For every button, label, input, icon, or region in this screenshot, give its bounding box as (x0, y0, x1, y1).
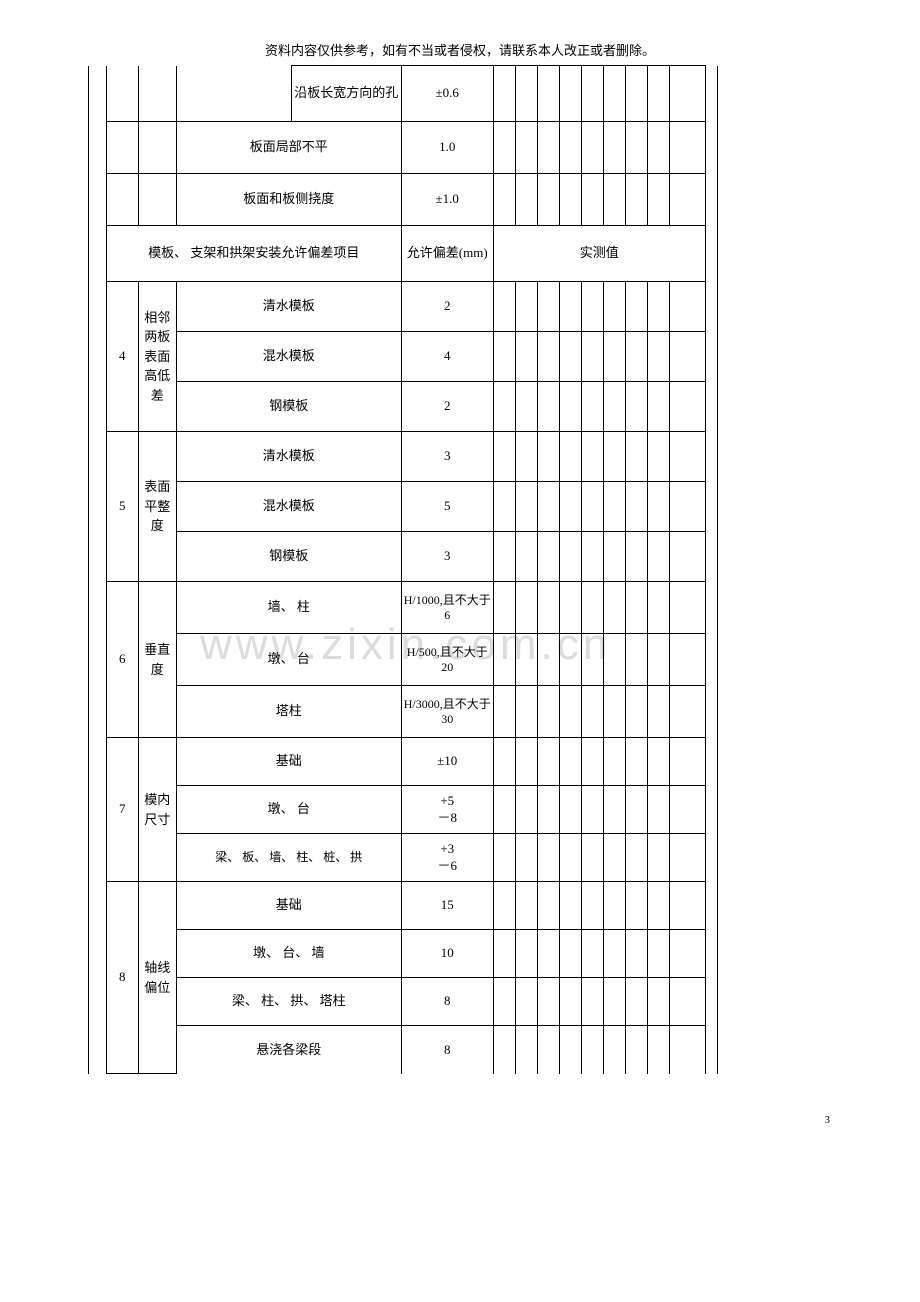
item-tol: 3 (401, 432, 493, 482)
item-tol: 2 (401, 382, 493, 432)
group-cat: 垂直度 (138, 582, 176, 738)
item-tol: H/500,且不大于20 (401, 634, 493, 686)
item-tol: ±10 (401, 738, 493, 786)
row-tol: 1.0 (401, 122, 493, 174)
row-desc: 板面局部不平 (176, 122, 401, 174)
deviation-table: 沿板长宽方向的孔 ±0.6 板面局部不平 1.0 板面和板侧挠度 ±1.0 模板… (88, 65, 833, 1074)
item-desc: 基础 (176, 738, 401, 786)
item-tol: H/1000,且不大于6 (401, 582, 493, 634)
item-desc: 清水模板 (176, 282, 401, 332)
row-desc: 沿板长宽方向的孔 (291, 66, 401, 122)
item-desc: 梁、 板、 墙、 柱、 桩、 拱 (176, 834, 401, 882)
item-tol: 10 (401, 930, 493, 978)
item-tol: H/3000,且不大于30 (401, 686, 493, 738)
measured-label: 实测值 (493, 226, 705, 282)
item-desc: 钢模板 (176, 532, 401, 582)
item-desc: 墩、 台 (176, 634, 401, 686)
group-idx: 4 (106, 282, 138, 432)
group-idx: 5 (106, 432, 138, 582)
group-cat: 轴线偏位 (138, 882, 176, 1074)
item-tol: 15 (401, 882, 493, 930)
item-desc: 清水模板 (176, 432, 401, 482)
header-note: 资料内容仅供参考，如有不当或者侵权，请联系本人改正或者删除。 (0, 40, 920, 59)
item-tol: 8 (401, 1026, 493, 1074)
item-tol: 3 (401, 532, 493, 582)
group-idx: 8 (106, 882, 138, 1074)
page-number: 3 (0, 1114, 920, 1126)
item-tol: 8 (401, 978, 493, 1026)
group-cat: 模内尺寸 (138, 738, 176, 882)
tolerance-label: 允许偏差(mm) (401, 226, 493, 282)
item-desc: 墙、 柱 (176, 582, 401, 634)
item-tol: 2 (401, 282, 493, 332)
item-desc: 钢模板 (176, 382, 401, 432)
item-desc: 悬浇各梁段 (176, 1026, 401, 1074)
section-title: 模板、 支架和拱架安装允许偏差项目 (106, 226, 401, 282)
item-tol: 4 (401, 332, 493, 382)
group-cat: 相邻两板表面高低差 (138, 282, 176, 432)
item-tol: +5 －8 (401, 786, 493, 834)
item-tol: 5 (401, 482, 493, 532)
item-desc: 墩、 台、 墙 (176, 930, 401, 978)
item-desc: 塔柱 (176, 686, 401, 738)
item-desc: 墩、 台 (176, 786, 401, 834)
item-desc: 梁、 柱、 拱、 塔柱 (176, 978, 401, 1026)
item-desc: 基础 (176, 882, 401, 930)
group-idx: 6 (106, 582, 138, 738)
item-tol: +3 －6 (401, 834, 493, 882)
item-desc: 混水模板 (176, 482, 401, 532)
row-desc: 板面和板侧挠度 (176, 174, 401, 226)
group-cat: 表面平整度 (138, 432, 176, 582)
row-tol: ±0.6 (401, 66, 493, 122)
row-tol: ±1.0 (401, 174, 493, 226)
group-idx: 7 (106, 738, 138, 882)
item-desc: 混水模板 (176, 332, 401, 382)
